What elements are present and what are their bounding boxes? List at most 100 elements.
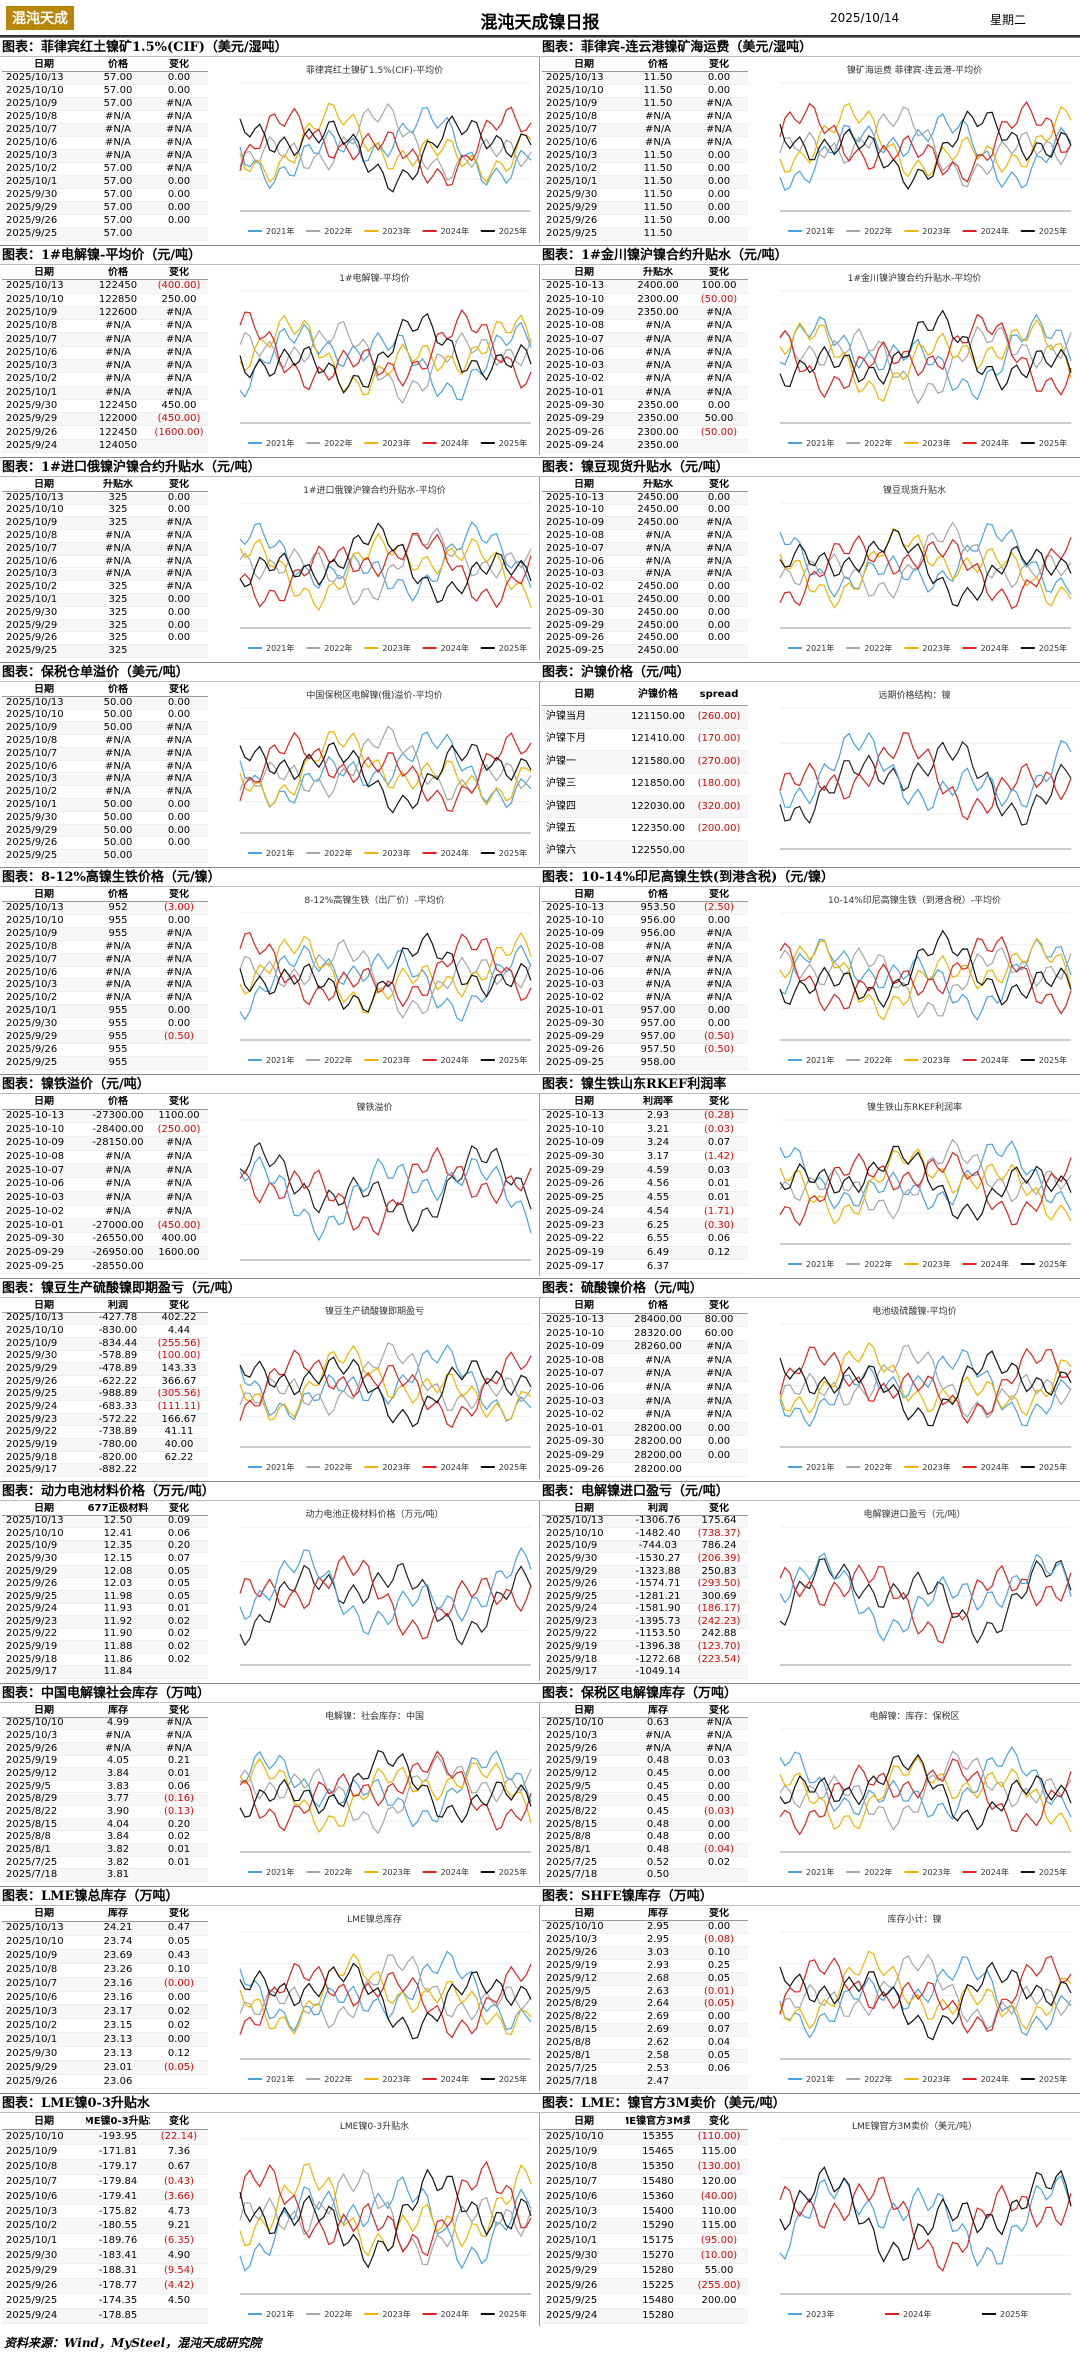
table-cell: 0.02	[150, 1628, 208, 1642]
table-cell: -738.89	[86, 1426, 150, 1440]
legend-label: 2024年	[441, 2074, 469, 2084]
table-cell: 2025/9/24	[2, 1401, 86, 1414]
table-cell: 2025/10/9	[542, 2144, 626, 2160]
illustrative-line	[779, 318, 1072, 403]
table-cell: #N/A	[86, 137, 150, 150]
table-cell: 120.00	[690, 2174, 748, 2190]
table-cell: 2025/8/29	[542, 1998, 626, 2012]
table-cell: 2025/10/9	[2, 2144, 86, 2160]
illustrative-line	[779, 110, 1072, 191]
chart: 库存小计：镍 2021年 2022年 2023年 2024年 2025年	[779, 1913, 1072, 2084]
panel: 图表：镍豆现货升贴水（元/吨） 日期 升贴水 变化 2025-10-13 2450.00 0…	[540, 457, 1080, 660]
illustrative-line	[779, 1348, 1072, 1428]
table-cell: 0.00	[150, 1991, 208, 2006]
table-cell: 2025/10/7	[2, 953, 86, 967]
panel-title: 图表：保税仓单溢价（美元/吨）	[0, 662, 540, 682]
table-cell: 2025/10/7	[2, 1977, 86, 1992]
table-cell	[690, 2309, 748, 2324]
illustrative-line	[779, 2176, 1072, 2273]
table-cell: 2025-09-30	[542, 1150, 626, 1165]
table-cell: 3.82	[86, 1856, 150, 1870]
table-cell: 0.00	[690, 1018, 748, 1032]
table-cell: -183.41	[86, 2249, 150, 2265]
table-cell: (170.00)	[690, 728, 748, 752]
table-cell: -1281.21	[626, 1591, 690, 1604]
legend-label: 2021年	[266, 848, 294, 858]
table-cell: (0.04)	[690, 1844, 748, 1857]
table-cell: #N/A	[150, 306, 208, 321]
chart: 1#进口俄镍沪镍合约升贴水-平均价 2021年 2022年 2023年 2024年 202…	[239, 484, 532, 653]
illustrative-line	[779, 1758, 1072, 1836]
table-cell: -1306.76	[626, 1515, 690, 1529]
illustrative-line	[779, 1341, 1072, 1416]
table-cell: 2025-09-29	[542, 1449, 626, 1464]
chart-title: 动力电池正极材料价格（万元/吨）	[305, 1508, 443, 1520]
table-cell: 4.05	[86, 1755, 150, 1769]
table-cell: #N/A	[150, 163, 208, 176]
table-cell	[150, 2075, 208, 2089]
table-cell: 0.52	[626, 1856, 690, 1870]
table-cell: #N/A	[690, 320, 748, 334]
table-cell: 2025/9/30	[2, 2047, 86, 2062]
chart-title: 电解镍进口盈亏（元/吨）	[863, 1508, 965, 1520]
table-cell: 11.84	[86, 1666, 150, 1679]
table-cell: 0.00	[150, 824, 208, 838]
legend-label: 2022年	[324, 2074, 352, 2084]
panel-title: 图表：菲律宾-连云港镍矿海运费（美元/湿吨）	[540, 37, 1080, 57]
table-cell: (22.14)	[150, 2129, 208, 2145]
table-cell: 2.58	[626, 2050, 690, 2064]
table-cell: 11.50	[626, 215, 690, 228]
table-cell: 12.35	[86, 1540, 150, 1554]
legend-label: 2024年	[981, 1259, 1009, 1269]
table-cell: #N/A	[150, 1205, 208, 1220]
table-cell: 0.00	[690, 1436, 748, 1450]
table-cell: 0.50	[626, 1869, 690, 1882]
table-cell: (255.00)	[690, 2279, 748, 2295]
table-header: 变化	[150, 1705, 208, 1718]
table-cell: 2025/10/9	[542, 98, 626, 111]
table-cell: -189.76	[86, 2234, 150, 2250]
table-cell: (4.42)	[150, 2279, 208, 2295]
table-cell: #N/A	[86, 979, 150, 993]
table-cell: 11.50	[626, 228, 690, 241]
chart: 远期价格结构：镍	[779, 689, 1072, 850]
table-cell: 0.00	[690, 150, 748, 163]
table-cell: 2025/10/10	[2, 1935, 86, 1950]
table-cell: 2.93	[626, 1109, 690, 1124]
table-cell: 11.93	[86, 1603, 150, 1617]
table-cell: 2025/10/2	[542, 2219, 626, 2235]
table-cell: 11.50	[626, 176, 690, 189]
illustrative-line	[239, 1962, 532, 2039]
table-cell: #N/A	[86, 773, 150, 787]
table-cell: 2025/9/18	[2, 1451, 86, 1465]
table-cell: #N/A	[626, 555, 690, 569]
table-cell: 0.00	[690, 1449, 748, 1464]
table-cell: 2300.00	[626, 426, 690, 440]
table-cell: 122000	[86, 413, 150, 427]
legend-label: 2024年	[903, 2309, 931, 2319]
table-cell: 3.77	[86, 1793, 150, 1807]
legend-label: 2025年	[1039, 438, 1067, 448]
table-cell: 2.95	[626, 1920, 690, 1934]
table-cell: 0.02	[150, 1831, 208, 1845]
table-cell: 2350.00	[626, 413, 690, 427]
table-cell: #N/A	[690, 555, 748, 569]
table-cell: 2025-10-13	[542, 901, 626, 915]
table-cell: 2025-09-30	[542, 399, 626, 414]
table-cell: 2025/10/8	[2, 735, 86, 748]
table-cell: -683.33	[86, 1401, 150, 1414]
table-cell: #N/A	[626, 530, 690, 543]
table-cell: 2025-09-19	[542, 1246, 626, 1261]
table-cell: 2025/10/7	[2, 333, 86, 347]
table-cell: 0.02	[690, 1856, 748, 1870]
table-cell: 2.62	[626, 2037, 690, 2051]
chart: LME镍官方3M卖价（美元/吨） 2023年 2024年 2025年	[779, 2120, 1072, 2319]
table-cell: (3.66)	[150, 2189, 208, 2205]
table-cell: 0.02	[150, 2005, 208, 2020]
table-header: 变化	[150, 1908, 208, 1922]
table-cell: 2025/9/29	[542, 2264, 626, 2280]
table-cell: #N/A	[690, 568, 748, 582]
table-cell: 2025-09-23	[542, 1219, 626, 1233]
table-cell: 0.00	[150, 491, 208, 505]
table-cell: 2025-10-02	[2, 1205, 86, 1220]
